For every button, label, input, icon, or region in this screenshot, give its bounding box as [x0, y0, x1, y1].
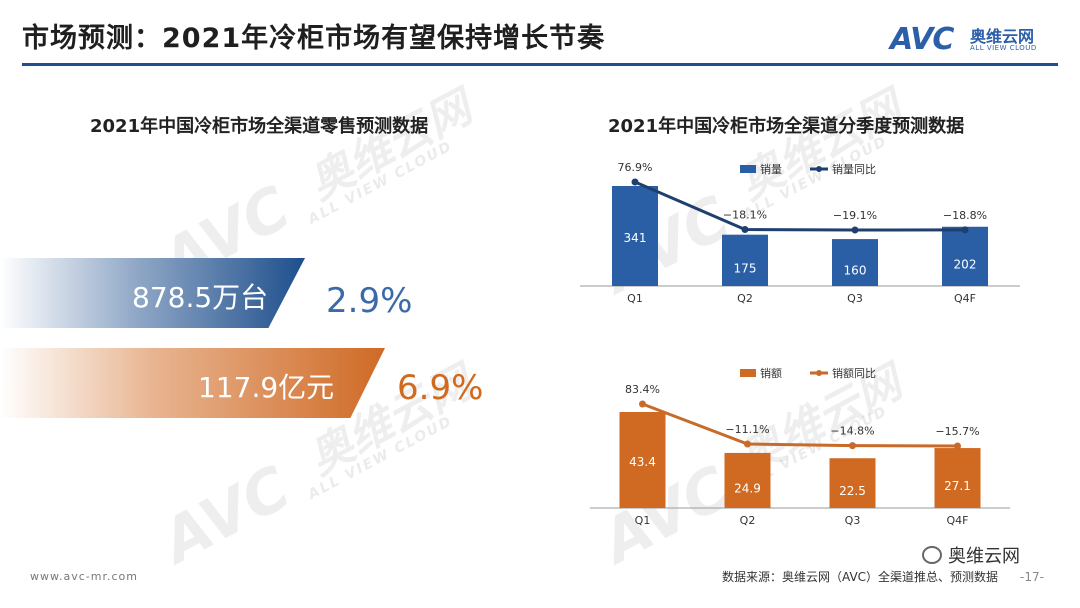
avc-logo: AVC 奥维云网 ALL VIEW CLOUD	[890, 22, 1060, 58]
yoy-point-q3	[849, 442, 856, 450]
yoy-label-q1: 83.4%	[625, 383, 660, 396]
bar-q4f	[942, 226, 988, 286]
yoy-label-q2: −11.1%	[725, 423, 769, 436]
x-tick-q3: Q3	[847, 292, 863, 305]
wechat-account: 奥维云网	[922, 542, 1020, 568]
bar-label-q3: 22.5	[839, 484, 866, 498]
slide-title: 市场预测：2021年冷柜市场有望保持增长节奏	[22, 23, 606, 54]
wechat-account-name: 奥维云网	[948, 546, 1020, 567]
bar-label-q1: 43.4	[629, 455, 656, 469]
x-tick-q4f: Q4F	[947, 514, 969, 527]
volume-kpi-band	[0, 258, 305, 328]
yoy-label-q2: −18.1%	[723, 209, 767, 222]
yoy-label-q4f: −18.8%	[943, 209, 987, 222]
yoy-label-q1: 76.9%	[618, 161, 653, 174]
yoy-point-q3	[851, 226, 859, 234]
yoy-point-q1	[631, 178, 639, 186]
yoy-point-q4f	[954, 442, 961, 450]
legend-label-bar: 销额	[760, 366, 782, 380]
yoy-point-q4f	[961, 226, 969, 234]
bar-q3	[832, 239, 878, 286]
x-tick-q2: Q2	[740, 514, 756, 527]
volume-quarterly-chart: 销量 销量同比 341 Q1 175 Q2 160 Q3 202 Q4F 76.9% −18.1% −1…	[580, 161, 1020, 305]
logo-en-text: ALL VIEW CLOUD	[970, 44, 1037, 52]
yoy-label-q3: −14.8%	[830, 425, 874, 438]
bar-q1	[619, 412, 666, 508]
title-divider	[22, 63, 1058, 66]
legend-marker-line	[816, 166, 822, 172]
watermark-cn-1: 奥维云网	[300, 82, 480, 210]
x-tick-q1: Q1	[627, 292, 643, 305]
x-tick-q4f: Q4F	[954, 292, 976, 305]
bar-label-q3: 160	[844, 264, 867, 278]
bar-label-q4f: 27.1	[944, 479, 971, 493]
bar-label-q2: 24.9	[734, 481, 761, 495]
bar-q3	[829, 458, 876, 508]
yoy-label-q4f: −15.7%	[935, 425, 979, 438]
bar-q2	[724, 452, 771, 508]
bar-q4f	[934, 448, 981, 508]
footer-website: www.avc-mr.com	[30, 570, 138, 583]
revenue-kpi-value: 117.9亿元	[198, 371, 335, 404]
bar-q2	[722, 234, 768, 286]
page-number: -17-	[1020, 570, 1044, 584]
revenue-kpi-growth: 6.9%	[397, 368, 484, 408]
legend-label-bar: 销量	[760, 162, 782, 176]
yoy-point-q1	[639, 400, 646, 408]
volume-kpi-growth: 2.9%	[326, 281, 413, 321]
volume-kpi-value: 878.5万台	[132, 281, 269, 314]
legend-label-line: 销额同比	[832, 366, 876, 380]
watermark-logo-2: AVC	[151, 452, 302, 578]
data-source-note: 数据来源：奥维云网（AVC）全渠道推总、预测数据	[722, 570, 999, 584]
right-panel-heading: 2021年中国冷柜市场全渠道分季度预测数据	[608, 116, 965, 137]
bar-label-q4f: 202	[954, 257, 977, 271]
wechat-icon	[922, 546, 942, 564]
yoy-point-q2	[744, 440, 751, 448]
left-panel-heading: 2021年中国冷柜市场全渠道零售预测数据	[90, 116, 429, 137]
x-tick-q1: Q1	[635, 514, 651, 527]
logo-mark: AVC	[890, 22, 954, 57]
yoy-point-q2	[741, 226, 749, 233]
legend-marker-line	[816, 370, 822, 376]
logo-cn-text: 奥维云网	[970, 27, 1035, 46]
revenue-quarterly-chart: 销额 销额同比 43.4 Q1 24.9 Q2 22.5 Q3 27.1 Q4F 83.4% −11.…	[590, 366, 1010, 527]
legend-swatch-bar	[740, 369, 756, 377]
legend-label-line: 销量同比	[832, 162, 876, 176]
x-tick-q3: Q3	[845, 514, 861, 527]
yoy-label-q3: −19.1%	[833, 209, 877, 222]
revenue-kpi-band	[0, 348, 385, 418]
bar-label-q2: 175	[734, 261, 757, 275]
x-tick-q2: Q2	[737, 292, 753, 305]
yoy-line	[634, 180, 966, 232]
bar-label-q1: 341	[624, 231, 647, 245]
bar-q1	[612, 186, 658, 286]
yoy-line	[641, 402, 958, 448]
legend-swatch-bar	[740, 165, 756, 173]
